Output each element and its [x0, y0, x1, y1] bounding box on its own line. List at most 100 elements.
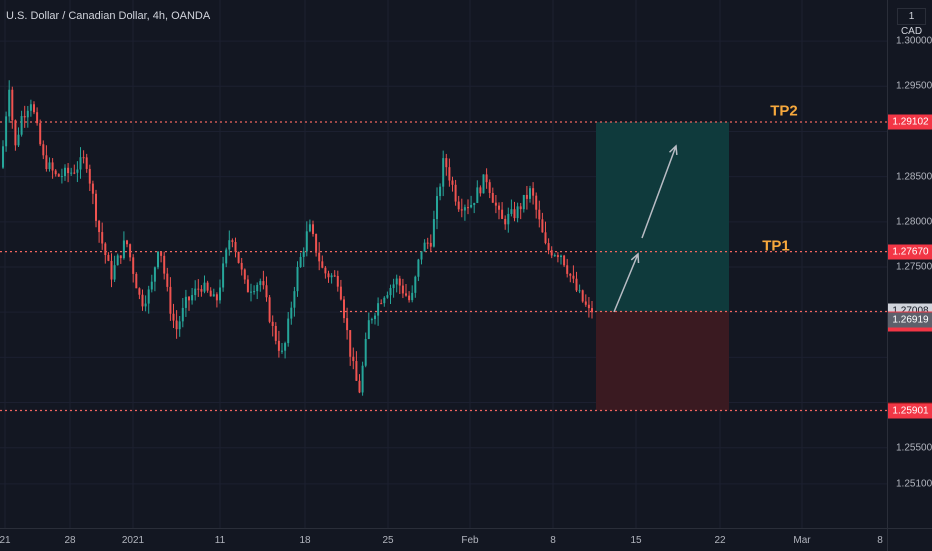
candle-body [116, 255, 119, 266]
currency-button[interactable]: 1 CAD [897, 8, 926, 37]
candle-body [377, 303, 380, 316]
arrow-to-tp2 [641, 145, 677, 239]
candle-body [98, 220, 101, 233]
candle-body [553, 255, 556, 257]
axis-corner [887, 528, 932, 551]
candle-body [560, 255, 562, 258]
candle-body [157, 251, 159, 268]
candle-body [519, 206, 522, 210]
stop-zone [596, 311, 729, 411]
candle-body [532, 188, 535, 196]
candle-body [318, 252, 321, 262]
candle-body [426, 242, 429, 244]
candle-body [200, 289, 203, 292]
candle-body [501, 209, 504, 219]
candle-body [67, 167, 70, 174]
candle-body [349, 330, 352, 357]
candle-body [23, 116, 26, 118]
candle-body [160, 251, 163, 256]
candle-body [169, 286, 172, 314]
candle-body [206, 282, 209, 291]
candle-body [494, 202, 497, 206]
candle-body [380, 303, 383, 305]
price-chart[interactable] [0, 0, 887, 528]
candle-body [79, 157, 82, 170]
candle-body [150, 281, 153, 290]
candle-body [129, 244, 132, 258]
candle-body [253, 291, 256, 293]
candle-body [268, 297, 271, 322]
candle-body [299, 256, 302, 268]
candle-body [535, 195, 538, 210]
candle-body [48, 162, 51, 170]
candle-body [330, 275, 333, 278]
candle-body [138, 288, 141, 295]
candle-body [312, 224, 314, 234]
time-tick: 28 [64, 535, 76, 546]
candle-body [315, 233, 318, 253]
time-axis[interactable]: 21 28 2021 11 18 25 Feb 8 15 22 Mar 8 [0, 528, 887, 551]
candle-body [135, 273, 138, 289]
candle-body [42, 144, 45, 156]
candle-body [296, 267, 299, 292]
candle-body [575, 278, 578, 291]
candle-body [70, 172, 73, 174]
price-axis[interactable]: 1.30000 1.29500 1.28500 1.28000 1.27500 1.255… [887, 0, 932, 528]
candle-body [591, 308, 593, 313]
candle-body [556, 255, 559, 258]
candle-body [302, 251, 305, 257]
time-tick: 8 [550, 535, 556, 546]
candle-body [547, 243, 550, 251]
time-tick: Mar [793, 535, 811, 546]
candle-body [11, 89, 14, 121]
candle-body [222, 263, 225, 288]
candle-body [73, 172, 76, 174]
price-tick: 1.25500 [896, 442, 932, 454]
candle-body [243, 269, 246, 280]
tp1-label: TP1 [762, 237, 790, 255]
candle-body [147, 289, 150, 304]
candle-body [215, 294, 218, 301]
candle-body [463, 207, 466, 211]
candle-body [256, 284, 259, 292]
candle-body [26, 110, 29, 118]
candle-body [287, 318, 290, 344]
candle-body [110, 260, 113, 280]
candle-body [569, 273, 572, 276]
time-tick: 22 [714, 535, 726, 546]
candle-body [488, 182, 491, 193]
candle-body [246, 279, 249, 293]
symbol-title: U.S. Dollar / Canadian Dollar, 4h, OANDA [6, 10, 211, 22]
candle-body [60, 176, 63, 178]
candle-body [507, 213, 510, 225]
arrow-to-tp2-head [668, 144, 678, 156]
candle-body [209, 290, 212, 297]
candle-body [513, 209, 516, 219]
candle-body [343, 299, 345, 319]
candle-body [271, 321, 274, 326]
candle-body [277, 340, 280, 351]
candle-body [141, 294, 144, 307]
candle-body [5, 116, 8, 147]
candle-body [153, 267, 156, 282]
candle-body [581, 290, 584, 302]
candle-body [544, 232, 547, 244]
candle-body [293, 291, 296, 308]
chart-area[interactable]: U.S. Dollar / Canadian Dollar, 4h, OANDA… [0, 0, 887, 528]
price-tick: 1.25100 [896, 478, 932, 490]
target-zone [596, 122, 729, 312]
candle-body [352, 356, 355, 362]
candle-body [262, 281, 265, 286]
candle-body [259, 281, 262, 285]
candle-body [364, 338, 367, 366]
candle-body [308, 224, 311, 232]
candle-body [417, 259, 420, 277]
candle-body [76, 169, 79, 173]
candle-body [429, 242, 432, 247]
candle-body [374, 315, 376, 320]
candle-body [17, 134, 20, 146]
candle-body [36, 112, 39, 124]
price-tick: 1.28500 [896, 171, 932, 183]
candle-body [538, 209, 541, 220]
candle-body [104, 243, 107, 256]
